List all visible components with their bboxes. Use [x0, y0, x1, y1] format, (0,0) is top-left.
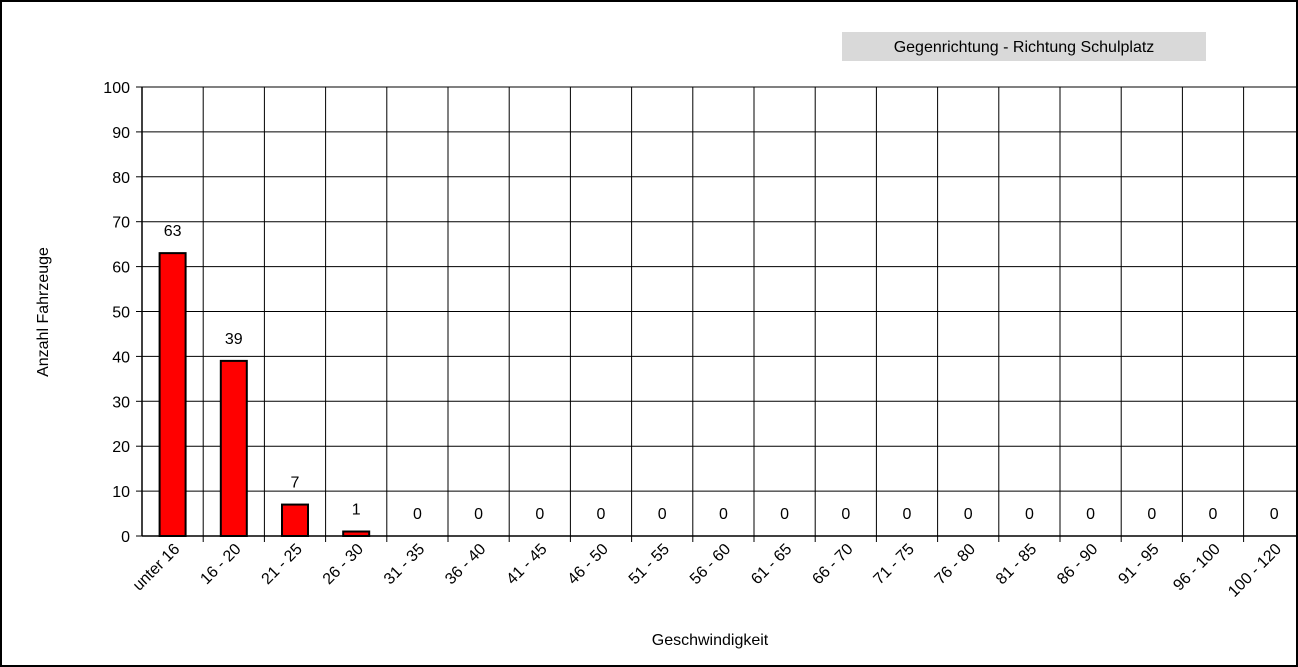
data-label: 0 — [964, 506, 973, 523]
chart-title-background — [842, 32, 1206, 61]
data-label: 1 — [352, 502, 361, 519]
data-labels: 63 39 7 1 0 0 0 0 0 0 0 0 0 0 0 0 0 0 0 — [164, 223, 1279, 523]
bar — [219, 359, 248, 538]
data-label: 63 — [164, 223, 182, 240]
x-axis-label: Geschwindigkeit — [652, 632, 769, 649]
gridlines — [142, 86, 1298, 536]
y-tick-label: 20 — [112, 439, 130, 456]
y-tick-label: 30 — [112, 394, 130, 411]
data-label: 0 — [841, 506, 850, 523]
bar — [158, 252, 187, 537]
data-label: 0 — [719, 506, 728, 523]
y-tick-label: 90 — [112, 125, 130, 142]
y-tick-label: 0 — [121, 529, 130, 546]
data-label: 0 — [597, 506, 606, 523]
y-tick-label: 40 — [112, 349, 130, 366]
y-tick-label: 10 — [112, 484, 130, 501]
data-label: 0 — [1086, 506, 1095, 523]
y-tick-labels: 0 10 20 30 40 50 60 70 80 90 100 — [103, 80, 130, 546]
data-label: 7 — [291, 475, 300, 492]
data-label: 39 — [225, 331, 243, 348]
data-label: 0 — [1270, 506, 1279, 523]
data-label: 0 — [658, 506, 667, 523]
y-axis-label: Anzahl Fahrzeuge — [35, 247, 52, 377]
y-tick-label: 60 — [112, 260, 130, 277]
data-label: 0 — [1025, 506, 1034, 523]
data-label: 0 — [1209, 506, 1218, 523]
axes — [136, 86, 1298, 542]
y-tick-label: 70 — [112, 215, 130, 232]
data-label: 0 — [474, 506, 483, 523]
bars — [158, 252, 371, 538]
data-label: 0 — [535, 506, 544, 523]
y-tick-label: 100 — [103, 80, 130, 97]
bar — [281, 503, 309, 538]
chart-title-text: Gegenrichtung - Richtung Schulplatz — [894, 39, 1155, 56]
data-label: 0 — [903, 506, 912, 523]
data-label: 0 — [780, 506, 789, 523]
y-tick-label: 50 — [112, 305, 130, 322]
data-label: 0 — [413, 506, 422, 523]
data-label: 0 — [1147, 506, 1156, 523]
chart-title: Gegenrichtung - Richtung Schulplatz — [842, 32, 1206, 61]
y-tick-label: 80 — [112, 170, 130, 187]
